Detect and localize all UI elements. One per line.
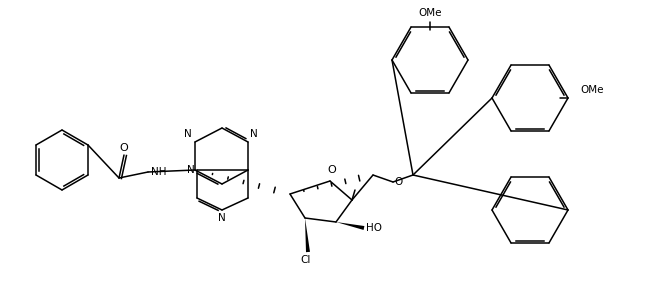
Text: O: O (328, 165, 336, 175)
Text: N: N (250, 129, 258, 139)
Polygon shape (305, 218, 310, 252)
Polygon shape (336, 222, 364, 230)
Text: O: O (120, 143, 128, 153)
Text: OMe: OMe (419, 8, 441, 18)
Text: N: N (184, 129, 192, 139)
Text: N: N (218, 213, 226, 223)
Text: O: O (394, 177, 402, 187)
Text: HO: HO (366, 223, 382, 233)
Text: OMe: OMe (580, 85, 604, 95)
Text: NH: NH (151, 167, 167, 177)
Text: Cl: Cl (301, 255, 311, 265)
Text: N: N (187, 165, 195, 175)
